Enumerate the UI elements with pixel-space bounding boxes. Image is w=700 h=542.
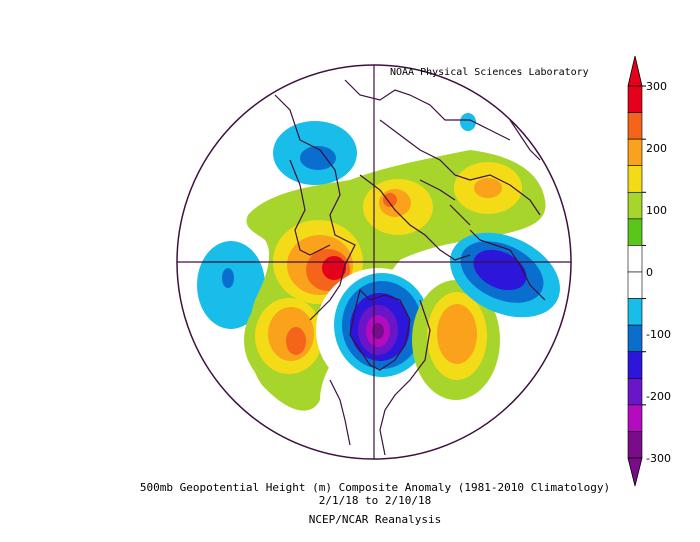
anomaly-ridge-europe [412,280,500,400]
colorbar-tick-label: -100 [646,328,671,341]
colorbar-tick-label: 300 [646,80,667,93]
colorbar-segment [627,377,643,406]
colorbar-segment [627,245,643,273]
colorbar-segment [627,112,643,140]
colorbar-segment [627,191,643,220]
anomaly-ridge-atlantic [244,292,330,388]
colorbar-segment [627,298,643,326]
colorbar-tick-label: -300 [646,452,671,465]
data-source: NCEP/NCAR Reanalysis [308,513,442,526]
colorbar-segment [627,218,643,246]
colorbar-segment [627,85,643,113]
colorbar-segment [627,404,643,432]
anomaly-trough-north-canada [273,121,357,185]
colorbar-segment [627,165,643,193]
map-title: 500mb Geopotential Height (m) Composite … [139,481,611,494]
credit-text: NOAA Physical Sciences Laboratory [390,67,589,78]
anomaly-trough-north-africa [460,113,476,131]
colorbar-tick-label: 0 [646,266,653,279]
anomaly-ridge-siberia [363,162,522,235]
colorbar-segment [627,138,643,167]
anomaly-field [197,113,560,411]
colorbar-tick-label: 200 [646,142,667,155]
colorbar-segment [627,324,643,353]
colorbar-segment [627,271,643,299]
date-range: 2/1/18 to 2/10/18 [318,494,432,507]
colorbar [627,55,646,487]
colorbar-segment [627,351,643,379]
colorbar-bottom-arrow [627,457,643,487]
anomaly-trough-pacific [197,241,265,329]
colorbar-segment [627,431,643,459]
coastlines [274,79,546,456]
anomaly-trough-east-asia [450,232,560,318]
colorbar-tick-label: 100 [646,204,667,217]
colorbar-tick-label: -200 [646,390,671,403]
colorbar-top-arrow [627,55,643,87]
